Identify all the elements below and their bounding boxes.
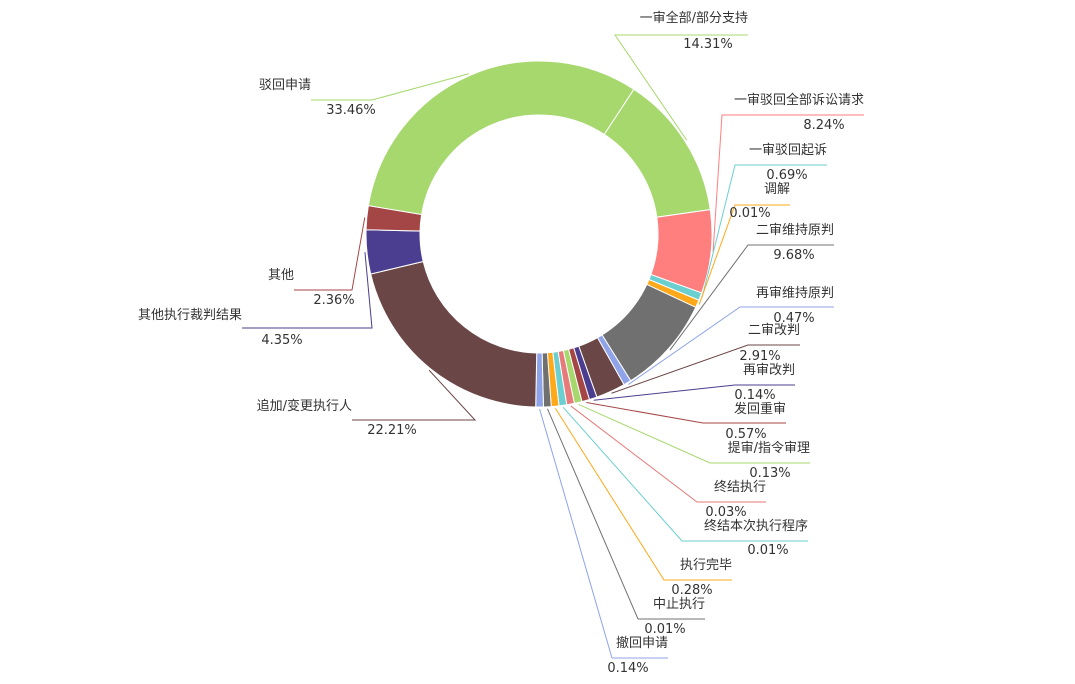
slice-label: 一审全部/部分支持 [640, 10, 748, 26]
leader-line [593, 384, 795, 401]
slice-label: 提审/指令审理 [728, 440, 810, 456]
slice-label: 二审维持原判 [756, 223, 834, 238]
slice-percentage: 0.13% [749, 466, 790, 481]
leader-line [628, 306, 834, 385]
leader-line [570, 405, 766, 503]
slice-percentage: 0.69% [766, 168, 807, 183]
slice-percentage: 0.14% [607, 661, 648, 676]
leader-line [352, 369, 477, 421]
leader-line [242, 252, 373, 329]
leader-line [554, 407, 732, 581]
slice-label: 驳回申请 [259, 78, 311, 93]
slice-percentage: 2.91% [739, 349, 780, 364]
slice-label: 调解 [764, 182, 790, 197]
slice-group [365, 60, 713, 408]
slice-label: 撤回申请 [616, 635, 668, 651]
slice-label: 再审改判 [743, 363, 795, 378]
leader-line [562, 406, 808, 542]
slice-label: 一审驳回全部诉讼请求 [734, 92, 864, 108]
slice-percentage: 8.24% [803, 118, 844, 133]
slice-percentage: 14.31% [683, 37, 733, 52]
slice-percentage: 0.14% [734, 388, 775, 403]
leader-line [698, 204, 790, 305]
slice-percentage: 0.47% [773, 311, 814, 326]
slice-label: 终结本次执行程序 [704, 518, 808, 534]
leader-line [712, 114, 864, 253]
leader-line [311, 73, 469, 101]
slice-label: 其他执行裁判结果 [138, 307, 242, 323]
leader-line [701, 164, 827, 298]
slice-label: 一审驳回起诉 [749, 143, 827, 158]
leader-line [578, 403, 810, 464]
slice-percentage: 0.03% [705, 505, 746, 520]
slice-label: 终结执行 [714, 479, 766, 495]
leader-line [611, 344, 800, 394]
leader-line [539, 408, 668, 659]
leader-line [586, 402, 786, 424]
slice-percentage: 0.01% [729, 206, 770, 221]
leader-line [547, 408, 705, 620]
leader-line [669, 244, 834, 351]
slice-percentage: 9.68% [773, 248, 814, 263]
slice-label: 中止执行 [653, 597, 705, 612]
slice-label: 再审维持原判 [756, 286, 834, 301]
slice-label: 二审改判 [748, 323, 800, 338]
slice-percentage: 2.36% [313, 293, 354, 308]
leader-line [294, 217, 366, 291]
slice-percentage: 0.28% [671, 583, 712, 598]
donut-slice[interactable] [367, 60, 635, 216]
slice-percentage: 0.01% [747, 543, 788, 558]
slice-percentage: 22.21% [367, 423, 417, 438]
slice-label: 执行完毕 [680, 558, 732, 573]
leader-line-group [242, 34, 864, 659]
leader-line [614, 34, 748, 141]
slice-percentage: 33.46% [326, 103, 376, 118]
slice-label: 发回重审 [734, 401, 786, 417]
donut-slice[interactable] [370, 260, 538, 408]
slice-percentage: 0.01% [644, 622, 685, 637]
label-group: 一审全部/部分支持 14.31% 一审驳回全部诉讼请求 8.24% 一审驳回起诉 0.69… [138, 10, 864, 676]
slice-label: 追加/变更执行人 [257, 398, 352, 414]
slice-label: 其他 [268, 268, 294, 283]
slice-percentage: 0.57% [725, 427, 766, 442]
slice-percentage: 4.35% [261, 333, 302, 348]
